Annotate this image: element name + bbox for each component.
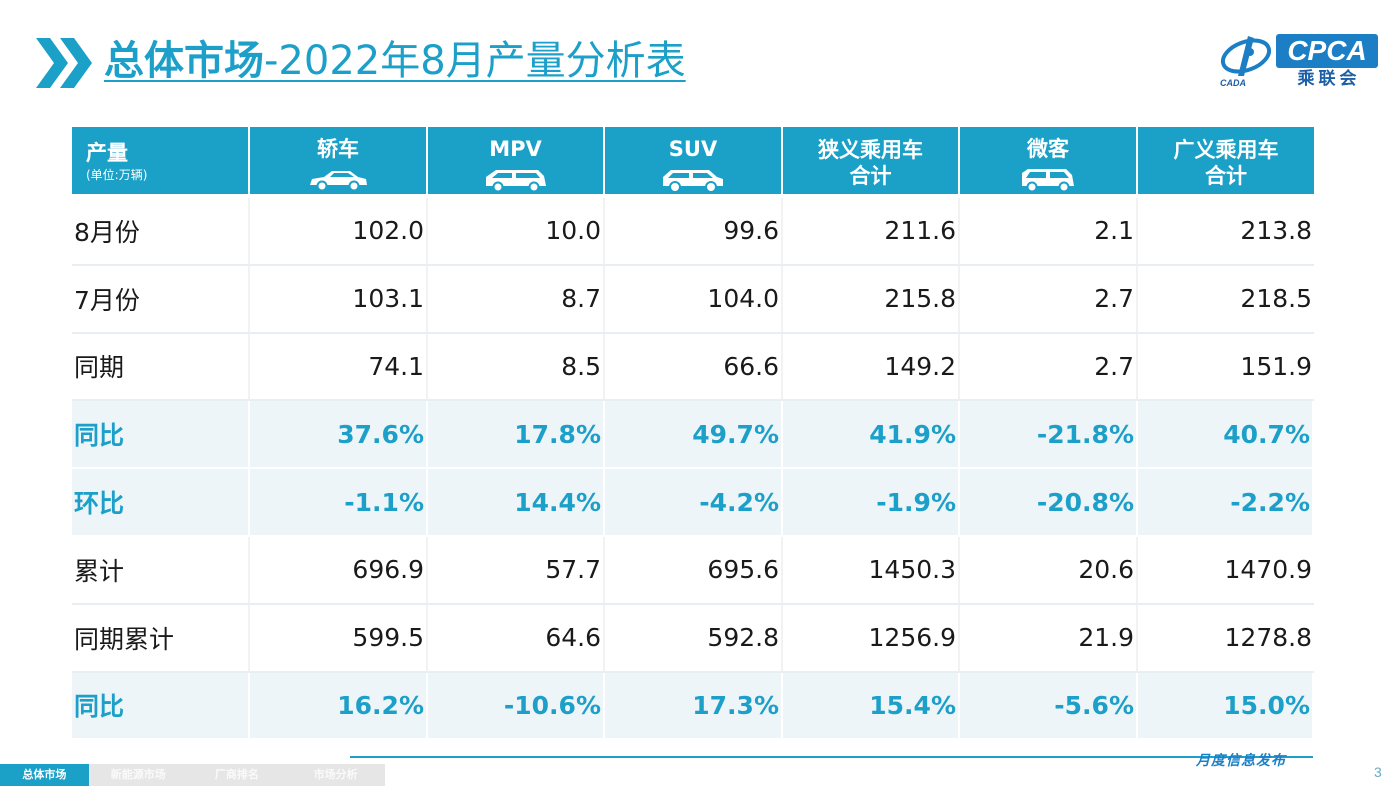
table-row: 7月份 103.1 8.7 104.0 215.8 2.7 218.5 [72, 265, 1314, 334]
row-label: 同期 [72, 333, 250, 400]
page-number: 3 [1374, 764, 1382, 780]
table-cell: 1256.9 [783, 604, 960, 671]
title-rest: -2022年8月产量分析表 [264, 38, 686, 84]
table-cell: 213.8 [1240, 216, 1312, 246]
table-cell: 17.8% [428, 401, 605, 468]
footer-tab-analysis[interactable]: 市场分析 [313, 768, 358, 781]
page-title: 总体市场-2022年8月产量分析表 [104, 34, 686, 88]
table-cell: 1470.9 [1224, 555, 1312, 585]
table-cell: 74.1 [250, 333, 428, 400]
title-bold: 总体市场 [104, 38, 264, 84]
table-cell: -5.6% [960, 672, 1138, 739]
table-cell: 17.3% [605, 672, 783, 739]
logo-swoosh-icon [1220, 36, 1272, 76]
table-row: 8月份 102.0 10.0 99.6 211.6 2.1 213.8 [72, 198, 1314, 266]
table-cell: 149.2 [783, 333, 960, 400]
table-cell: 49.7% [605, 401, 783, 468]
row-label: 环比 [72, 469, 250, 535]
row-label: 7月份 [72, 265, 250, 332]
table-cell: -4.2% [605, 469, 783, 535]
table-cell: 1450.3 [783, 536, 960, 603]
header-col-narrow-total: 狭义乘用车 合计 [783, 127, 960, 194]
sedan-icon [310, 171, 367, 192]
table-cell: 40.7% [1138, 401, 1314, 468]
header-label-main: 产量 [86, 141, 128, 165]
table-cell: 64.6 [428, 604, 605, 671]
row-label: 同比 [72, 401, 250, 468]
cpca-logo: CPCA 乘联会 CADA [1218, 30, 1378, 90]
table-cell: 41.9% [783, 401, 960, 468]
production-table: 产量 (单位:万辆) 轿车 MPV SUV [72, 127, 1314, 741]
table-cell: 218.5 [1240, 284, 1312, 314]
table-cell: 20.6 [960, 536, 1138, 603]
table-cell: 2.1 [960, 198, 1138, 264]
row-label: 累计 [72, 536, 250, 603]
table-cell: -20.8% [960, 469, 1138, 535]
header-col-broad-total: 广义乘用车 合计 [1138, 127, 1314, 194]
footer-tab-overall[interactable]: 总体市场 [0, 764, 89, 786]
table-cell: -2.2% [1138, 469, 1314, 535]
logo-word: CPCA [1276, 34, 1378, 68]
logo-cn: 乘联会 [1297, 69, 1361, 89]
table-cell: 211.6 [783, 198, 960, 264]
table-cell: 16.2% [250, 672, 428, 739]
table-cell: -1.9% [783, 469, 960, 535]
row-label: 同比 [72, 672, 250, 739]
footer-tab-nev[interactable]: 新能源市场 [110, 768, 166, 781]
minivan-icon [1022, 169, 1074, 193]
table-cell: 215.8 [783, 265, 960, 332]
table-cell: 15.4% [783, 672, 960, 739]
suv-icon [663, 170, 723, 193]
header-label-sub: (单位:万辆) [86, 168, 148, 182]
table-cell: 151.9 [1240, 351, 1312, 381]
table-cell: 21.9 [960, 604, 1138, 671]
header-col-sedan: 轿车 [250, 127, 428, 194]
table-row: 累计 696.9 57.7 695.6 1450.3 20.6 1470.9 [72, 536, 1314, 605]
table-cell: -10.6% [428, 672, 605, 739]
table-header: 产量 (单位:万辆) 轿车 MPV SUV [72, 127, 1314, 194]
table-row: 同期 74.1 8.5 66.6 149.2 2.7 151.9 [72, 333, 1314, 402]
table-cell: -1.1% [250, 469, 428, 535]
header-col-minivan: 微客 [960, 127, 1138, 194]
header-col-mpv: MPV [428, 127, 605, 194]
table-cell: 15.0% [1138, 672, 1314, 739]
footer-tab-ranking[interactable]: 厂商排名 [214, 768, 259, 781]
chevrons-icon [36, 38, 92, 88]
table-cell: 696.9 [250, 536, 428, 603]
table-cell: 104.0 [605, 265, 783, 332]
table-cell: 2.7 [960, 333, 1138, 400]
table-cell: 57.7 [428, 536, 605, 603]
table-cell: 99.6 [605, 198, 783, 264]
table-cell: 14.4% [428, 469, 605, 535]
table-cell: 1278.8 [1224, 623, 1312, 653]
table-row: 同比 37.6% 17.8% 49.7% 41.9% -21.8% 40.7% [72, 401, 1314, 470]
footer-nav: 总体市场 新能源市场 厂商排名 市场分析 [0, 764, 385, 786]
table-cell: 8.5 [428, 333, 605, 400]
table-cell: 37.6% [250, 401, 428, 468]
table-row: 同比 16.2% -10.6% 17.3% 15.4% -5.6% 15.0% [72, 672, 1314, 741]
table-cell: 103.1 [250, 265, 428, 332]
table-row: 同期累计 599.5 64.6 592.8 1256.9 21.9 1278.8 [72, 604, 1314, 673]
table-cell: 599.5 [250, 604, 428, 671]
logo-sub: CADA [1220, 78, 1246, 88]
table-cell: 695.6 [605, 536, 783, 603]
row-label: 8月份 [72, 198, 250, 264]
table-cell: 102.0 [250, 198, 428, 264]
header-label-cell: 产量 (单位:万辆) [72, 127, 250, 194]
footer-monthly-release: 月度信息发布 [1196, 753, 1286, 769]
row-label: 同期累计 [72, 604, 250, 671]
table-cell: 2.7 [960, 265, 1138, 332]
header-col-suv: SUV [605, 127, 783, 194]
table-cell: 66.6 [605, 333, 783, 400]
table-cell: 592.8 [605, 604, 783, 671]
table-cell: -21.8% [960, 401, 1138, 468]
table-cell: 10.0 [428, 198, 605, 264]
table-row: 环比 -1.1% 14.4% -4.2% -1.9% -20.8% -2.2% [72, 469, 1314, 537]
mpv-icon [485, 170, 546, 193]
footer-divider [350, 756, 1313, 758]
table-cell: 8.7 [428, 265, 605, 332]
